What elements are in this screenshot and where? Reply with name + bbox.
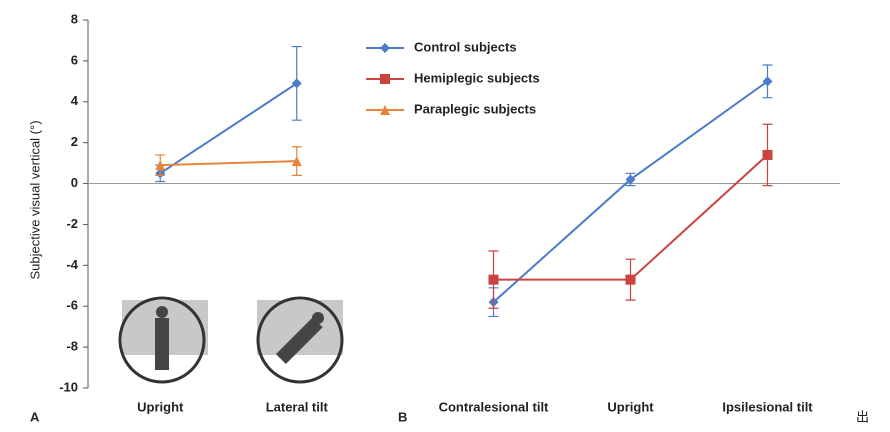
panel-label: A <box>30 409 40 424</box>
legend-label: Paraplegic subjects <box>414 101 536 116</box>
x-tick-label: Upright <box>137 399 184 414</box>
x-tick-label: Upright <box>607 399 654 414</box>
x-tick-label: Contralesional tilt <box>439 399 549 414</box>
y-tick-label: -4 <box>66 257 78 272</box>
series-line <box>160 83 297 173</box>
marker <box>626 275 636 285</box>
x-tick-label: Ipsilesional tilt <box>722 399 813 414</box>
y-axis-label: Subjective visual vertical (°) <box>27 120 42 279</box>
y-tick-label: -2 <box>66 216 78 231</box>
y-tick-label: 6 <box>71 52 78 67</box>
panel-label: B <box>398 409 407 424</box>
y-tick-label: -10 <box>59 379 78 394</box>
extra-text: 出 <box>856 409 869 424</box>
subject-icons <box>120 298 343 382</box>
legend-marker <box>380 74 390 84</box>
series-line <box>160 161 297 165</box>
y-tick-label: -8 <box>66 339 78 354</box>
y-tick-label: 2 <box>71 134 78 149</box>
marker <box>489 275 499 285</box>
legend-marker <box>380 43 390 53</box>
x-tick-label: Lateral tilt <box>266 399 329 414</box>
y-tick-label: 8 <box>71 11 78 26</box>
marker <box>763 150 773 160</box>
legend-label: Hemiplegic subjects <box>414 70 540 85</box>
chart: Subjective visual vertical (°) A B 出 -10… <box>0 0 890 432</box>
y-tick-label: 0 <box>71 175 78 190</box>
y-tick-label: 4 <box>71 93 79 108</box>
y-tick-label: -6 <box>66 298 78 313</box>
legend-label: Control subjects <box>414 39 517 54</box>
